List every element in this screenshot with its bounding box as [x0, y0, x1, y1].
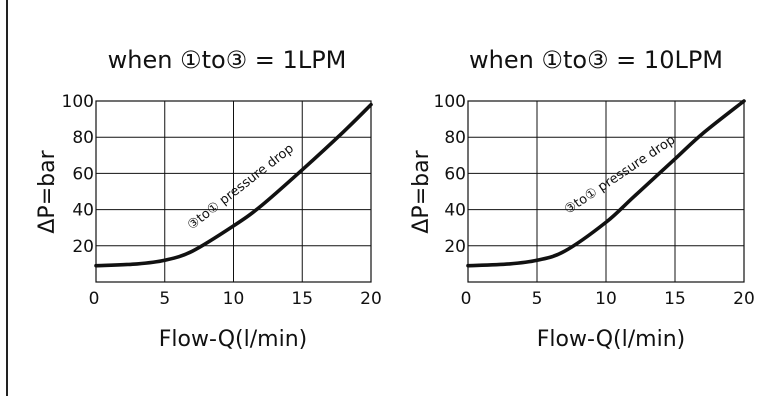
chart-1-title: when ①to③ = 1LPM: [108, 46, 347, 74]
chart-1-plot-frame: [95, 100, 372, 283]
x-tick-label: 15: [664, 289, 686, 309]
chart-1-xlabel: Flow-Q(l/min): [159, 327, 307, 352]
y-tick-label: 80: [72, 128, 94, 148]
y-tick-label: 40: [72, 201, 94, 221]
y-tick-label: 20: [72, 237, 94, 257]
x-tick-label: 20: [360, 289, 382, 309]
x-tick-label: 10: [223, 289, 245, 309]
chart-2-xlabel: Flow-Q(l/min): [537, 327, 685, 352]
chart-2-plot-frame: [467, 100, 745, 283]
y-tick-label: 20: [444, 237, 466, 257]
chart-2-title: when ①to③ = 10LPM: [469, 46, 723, 74]
chart-1-x-ticks: 0 5 10 15 20: [89, 289, 382, 309]
x-tick-label: 5: [532, 289, 543, 309]
x-tick-label: 10: [595, 289, 617, 309]
left-border-line: [6, 0, 8, 396]
chart-1-ylabel: ΔP=bar: [35, 149, 60, 233]
y-tick-label: 60: [72, 164, 94, 184]
chart-2-y-ticks: 20 40 60 80 100: [434, 92, 466, 257]
chart-1-y-ticks: 20 40 60 80 100: [62, 92, 94, 257]
chart-2-x-ticks: 0 5 10 15 20: [461, 289, 755, 309]
chart-1lpm: when ①to③ = 1LPM ΔP=bar Flow-Q(l/min) 0 5…: [35, 46, 382, 352]
chart-2-grid: [468, 101, 744, 282]
x-tick-label: 15: [291, 289, 313, 309]
y-tick-label: 100: [62, 92, 94, 112]
x-tick-label: 0: [89, 289, 100, 309]
chart-2-pressure-curve: [466, 99, 746, 268]
chart-10lpm: when ①to③ = 10LPM ΔP=bar Flow-Q(l/min) 0…: [409, 46, 755, 352]
x-tick-label: 20: [733, 289, 755, 309]
y-tick-label: 40: [444, 201, 466, 221]
x-tick-label: 5: [159, 289, 170, 309]
x-tick-label: 0: [461, 289, 472, 309]
chart-2-curve-annotation: ③to① pressure drop: [562, 132, 678, 217]
chart-2-ylabel: ΔP=bar: [409, 149, 434, 233]
y-tick-label: 60: [444, 164, 466, 184]
chart-1-pressure-curve: [94, 102, 373, 268]
y-tick-label: 100: [434, 92, 466, 112]
chart-1-grid: [96, 101, 371, 282]
y-tick-label: 80: [444, 128, 466, 148]
